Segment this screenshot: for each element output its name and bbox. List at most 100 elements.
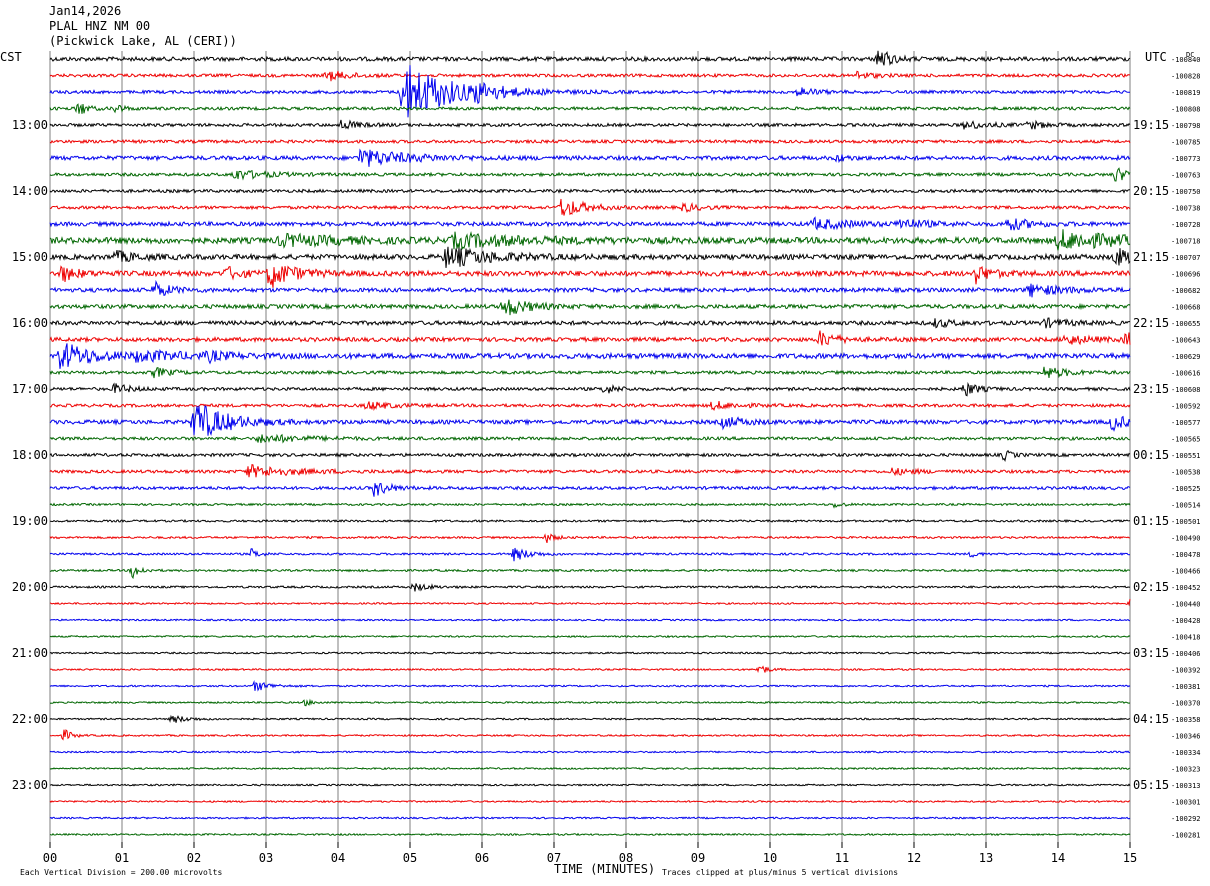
utc-hour-label: 00:15: [1133, 448, 1169, 462]
dc-offset-label: -100346: [1171, 733, 1201, 741]
utc-hour-label: 02:15: [1133, 580, 1169, 594]
seismic-trace: [49, 103, 1131, 114]
dc-offset-label: -100358: [1171, 716, 1201, 724]
dc-offset-label: -100643: [1171, 337, 1201, 345]
dc-offset-label: -100707: [1171, 254, 1201, 262]
seismic-trace: [49, 148, 1131, 167]
dc-label: DC: [1186, 51, 1194, 59]
cst-hour-label: 20:00: [12, 580, 48, 594]
seismic-trace: [49, 65, 1131, 118]
cst-hour-label: 15:00: [12, 250, 48, 264]
seismic-trace: [49, 265, 1131, 288]
seismic-trace: [49, 198, 1131, 216]
utc-hour-label: 21:15: [1133, 250, 1169, 264]
dc-offset-label: -100440: [1171, 601, 1201, 609]
seismic-trace: [49, 783, 1131, 787]
seismic-trace: [49, 119, 1131, 130]
seismic-trace: [49, 698, 1131, 707]
utc-hour-label: 05:15: [1133, 778, 1169, 792]
dc-offset-label: -100668: [1171, 304, 1201, 312]
dc-offset-label: -100763: [1171, 172, 1201, 180]
dc-offset-label: -100840: [1171, 56, 1201, 64]
dc-offset-label: -100819: [1171, 89, 1201, 97]
dc-offset-label: -100750: [1171, 188, 1201, 196]
utc-hour-label: 19:15: [1133, 118, 1169, 132]
header-station: PLAL HNZ NM 00: [49, 19, 151, 33]
seismic-trace: [49, 729, 1131, 741]
left-zone-label: CST: [0, 50, 22, 64]
dc-offset-label: -100798: [1171, 122, 1201, 130]
seismic-trace: [49, 405, 1131, 437]
seismic-trace: [49, 401, 1131, 412]
dc-offset-label: -100728: [1171, 221, 1201, 229]
seismic-trace: [49, 381, 1131, 397]
dc-offset-label: -100381: [1171, 683, 1201, 691]
seismic-trace: [49, 634, 1131, 639]
x-tick-label: 15: [1123, 851, 1137, 865]
dc-offset-label: -100696: [1171, 271, 1201, 279]
seismic-trace: [49, 70, 1131, 82]
cst-hour-label: 19:00: [12, 514, 48, 528]
dc-offset-label: -100565: [1171, 436, 1201, 444]
x-tick-label: 14: [1051, 851, 1065, 865]
x-tick-label: 10: [763, 851, 777, 865]
x-tick-label: 04: [331, 851, 345, 865]
dc-offset-label: -100682: [1171, 287, 1201, 295]
seismic-trace: [49, 279, 1131, 298]
seismic-trace: [49, 167, 1131, 182]
seismic-trace: [49, 766, 1131, 771]
seismic-trace: [49, 547, 1130, 562]
cst-hour-label: 13:00: [12, 118, 48, 132]
dc-offset-label: -100490: [1171, 535, 1201, 543]
utc-hour-label: 03:15: [1133, 646, 1169, 660]
seismic-trace: [49, 463, 1131, 478]
header-location: (Pickwick Lake, AL (CERI)): [49, 34, 237, 48]
cst-hour-label: 16:00: [12, 316, 48, 330]
seismic-trace: [49, 50, 1131, 66]
traces: [49, 50, 1131, 837]
seismic-trace: [49, 216, 1131, 231]
dc-offset-label: -100292: [1171, 815, 1201, 823]
seismic-trace: [49, 343, 1131, 369]
labels: CST UTC DC TIME (MINUTES) Each Vertical …: [0, 50, 1201, 877]
dc-offset-label: -100478: [1171, 551, 1201, 559]
dc-offset-label: -100501: [1171, 518, 1201, 526]
dc-offset-label: -100592: [1171, 403, 1201, 411]
right-zone-label: UTC: [1145, 50, 1167, 64]
x-tick-label: 11: [835, 851, 849, 865]
x-tick-label: 01: [115, 851, 129, 865]
grid: [49, 51, 1131, 848]
dc-offset-label: -100773: [1171, 155, 1201, 163]
x-tick-label: 08: [619, 851, 633, 865]
dc-offset-label: -100301: [1171, 799, 1201, 807]
dc-offset-label: -100828: [1171, 73, 1201, 81]
dc-offset-label: -100808: [1171, 106, 1201, 114]
x-axis-label: TIME (MINUTES): [554, 862, 655, 876]
dc-offset-label: -100738: [1171, 205, 1201, 213]
dc-offset-label: -100616: [1171, 370, 1201, 378]
x-tick-label: 13: [979, 851, 993, 865]
seismic-trace: [49, 651, 1131, 655]
utc-hour-label: 01:15: [1133, 514, 1169, 528]
x-tick-label: 12: [907, 851, 921, 865]
cst-hour-label: 21:00: [12, 646, 48, 660]
seismic-trace: [49, 583, 1131, 592]
dc-offset-label: -100392: [1171, 667, 1201, 675]
seismic-trace: [49, 246, 1131, 268]
dc-offset-label: -100418: [1171, 634, 1201, 642]
x-tick-label: 02: [187, 851, 201, 865]
dc-offset-label: -100334: [1171, 749, 1201, 757]
seismic-trace: [49, 680, 1131, 692]
seismic-trace: [49, 299, 1131, 316]
x-tick-label: 09: [691, 851, 705, 865]
dc-offset-label: -100313: [1171, 782, 1201, 790]
clip-note: Traces clipped at plus/minus 5 vertical …: [662, 868, 898, 877]
dc-offset-label: -100406: [1171, 650, 1201, 658]
seismic-trace: [49, 566, 1131, 580]
dc-offset-label: -100281: [1171, 832, 1201, 840]
seismic-trace: [49, 750, 1131, 754]
utc-hour-label: 04:15: [1133, 712, 1169, 726]
dc-offset-label: -100370: [1171, 700, 1201, 708]
seismic-trace: [49, 330, 1131, 346]
x-tick-label: 03: [259, 851, 273, 865]
